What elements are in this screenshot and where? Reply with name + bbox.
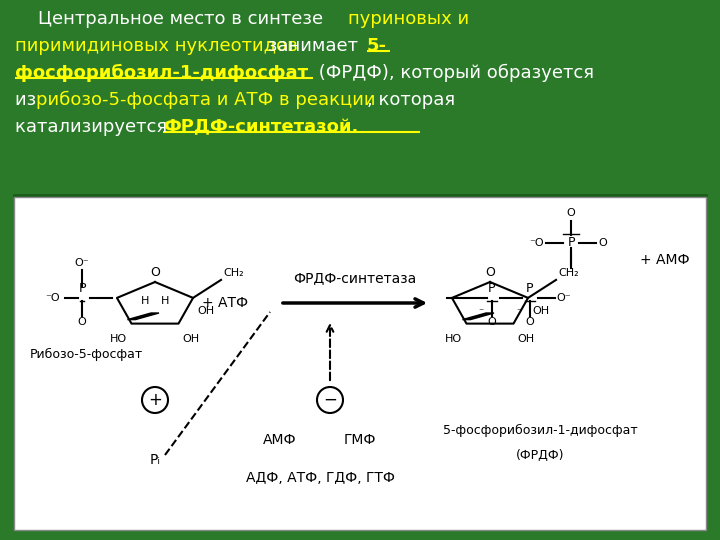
Text: H: H	[141, 296, 149, 306]
Polygon shape	[462, 313, 494, 320]
Text: O: O	[526, 317, 534, 327]
Text: O⁻: O⁻	[556, 293, 570, 303]
Text: HO: HO	[110, 334, 127, 343]
Text: CH₂: CH₂	[558, 268, 579, 278]
Text: P: P	[567, 237, 575, 249]
Text: (ФРДФ): (ФРДФ)	[516, 449, 564, 462]
Text: ГМФ: ГМФ	[343, 433, 377, 447]
Text: (ФРДФ), который образуется: (ФРДФ), который образуется	[313, 64, 594, 82]
Text: пуриновых и: пуриновых и	[348, 10, 469, 28]
Text: занимает: занимает	[262, 37, 364, 55]
Text: Центральное место в синтезе: Центральное место в синтезе	[15, 10, 329, 28]
Text: ⁻: ⁻	[517, 307, 522, 317]
Text: Рибозо-5-фосфат: Рибозо-5-фосфат	[30, 348, 143, 361]
Text: O: O	[78, 317, 86, 327]
Circle shape	[317, 387, 343, 413]
Text: O: O	[487, 317, 496, 327]
Text: P: P	[488, 282, 495, 295]
Text: ФРДФ-синтетаза: ФРДФ-синтетаза	[293, 271, 417, 285]
Text: +: +	[148, 391, 162, 409]
Text: АДФ, АТФ, ГДФ, ГТФ: АДФ, АТФ, ГДФ, ГТФ	[246, 471, 395, 485]
Text: пиримидиновых нуклеотидов: пиримидиновых нуклеотидов	[15, 37, 298, 55]
Text: OH: OH	[197, 306, 214, 316]
Text: + АМФ: + АМФ	[640, 253, 690, 267]
Circle shape	[142, 387, 168, 413]
Text: O: O	[150, 266, 160, 279]
Text: CH₂: CH₂	[223, 268, 243, 278]
Text: O: O	[598, 238, 607, 248]
Text: HO: HO	[446, 334, 462, 343]
Text: P: P	[526, 282, 534, 295]
Text: Pᵢ: Pᵢ	[150, 453, 161, 467]
Polygon shape	[127, 313, 159, 320]
Text: P: P	[78, 282, 86, 295]
Text: O⁻: O⁻	[75, 258, 89, 268]
Text: , которая: , которая	[367, 91, 455, 109]
Text: O: O	[567, 208, 575, 218]
Text: + АТФ: + АТФ	[202, 296, 248, 310]
Bar	[14, 197, 706, 530]
Text: OH: OH	[182, 334, 199, 343]
Text: −: −	[323, 391, 337, 409]
Text: H: H	[161, 296, 169, 306]
Text: OH: OH	[518, 334, 535, 343]
Text: ⁻O: ⁻O	[45, 293, 60, 303]
Text: катализируется: катализируется	[15, 118, 173, 136]
Text: ⁻: ⁻	[479, 307, 484, 317]
Text: из: из	[15, 91, 42, 109]
Text: OH: OH	[532, 306, 549, 316]
Text: ФРДФ-синтетазой.: ФРДФ-синтетазой.	[163, 118, 359, 136]
Text: АМФ: АМФ	[264, 433, 297, 447]
Text: рибозо-5-фосфата и АТФ в реакции: рибозо-5-фосфата и АТФ в реакции	[36, 91, 376, 109]
Text: ⁻O: ⁻O	[529, 238, 544, 248]
Text: фосфорибозил-1-дифосфат: фосфорибозил-1-дифосфат	[15, 64, 308, 82]
Text: 5-: 5-	[367, 37, 387, 55]
Text: O: O	[485, 266, 495, 279]
Text: 5-фосфорибозил-1-дифосфат: 5-фосфорибозил-1-дифосфат	[443, 423, 637, 436]
